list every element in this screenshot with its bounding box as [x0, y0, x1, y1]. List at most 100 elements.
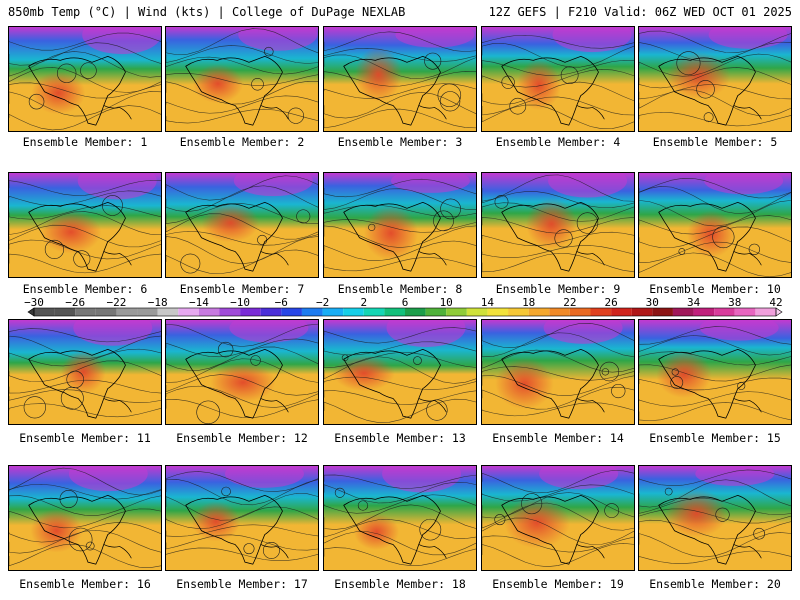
colorbar-tick-label: −22 [106, 296, 126, 309]
height-contour [9, 348, 161, 367]
height-contour [9, 403, 161, 418]
closed-contour [753, 527, 765, 540]
height-contour [324, 108, 476, 129]
height-contour [324, 547, 476, 566]
height-contour [639, 364, 791, 382]
colorbar-frame [33, 307, 777, 317]
colorbar-cell [508, 308, 529, 316]
colorbar-tick-label: −18 [148, 296, 168, 309]
closed-contour [737, 381, 746, 390]
height-contour [639, 469, 791, 487]
closed-contour [341, 354, 349, 362]
ensemble-member-caption: Ensemble Member: 20 [649, 577, 781, 591]
colorbar-cell [425, 308, 447, 316]
height-contour [639, 53, 791, 77]
colorbar-tick-label: 38 [728, 296, 741, 309]
height-contour [324, 481, 476, 504]
height-contour [9, 51, 161, 78]
ensemble-member-map [165, 26, 319, 132]
closed-contour [80, 62, 97, 79]
closed-contour [85, 541, 95, 551]
closed-contour [44, 239, 65, 259]
closed-contour [73, 250, 91, 268]
warm-core [525, 198, 578, 250]
map-title: 850mb Temp (°C) | Wind (kts) | College o… [8, 5, 406, 19]
height-contour [482, 202, 634, 222]
height-contour [324, 71, 476, 87]
height-contour [9, 495, 161, 516]
north-america-coastline [185, 495, 283, 565]
colorbar-tick-label: 14 [481, 296, 495, 309]
ensemble-member-caption: Ensemble Member: 2 [179, 135, 305, 149]
temperature-colorbar: −30 −26 −22 −18 −14 −10 −6 −2 2 6 10 14 18 22 26 30 34 38… [24, 296, 783, 317]
height-contour [482, 349, 634, 373]
height-contour [9, 190, 161, 206]
closed-contour [748, 243, 761, 255]
polar-lobe [539, 466, 619, 490]
north-america-coastline [28, 495, 126, 565]
closed-contour [262, 542, 280, 559]
height-contour [482, 387, 634, 410]
height-contour [639, 326, 791, 345]
colorbar-tick-label: −6 [275, 296, 288, 309]
colorbar-tick-label: −30 [24, 296, 44, 309]
colorbar-cell [631, 308, 653, 316]
height-contour [324, 356, 476, 384]
colorbar-tick-label: −26 [65, 296, 85, 309]
closed-contour [102, 195, 123, 216]
colorbar-cell [116, 308, 138, 316]
gulf-caribbean-coastline [576, 105, 605, 120]
ensemble-member-caption: Ensemble Member: 5 [652, 135, 778, 149]
height-contour [639, 41, 791, 62]
height-contour [166, 175, 318, 201]
ensemble-member-map [323, 319, 477, 425]
ensemble-member-caption: Ensemble Member: 10 [649, 282, 781, 296]
ensemble-member-map [8, 172, 162, 278]
closed-contour [696, 80, 715, 99]
height-contour [9, 360, 161, 382]
height-contour [482, 470, 634, 494]
colorbar-tick-label: 26 [604, 296, 617, 309]
height-contour [9, 211, 161, 235]
height-contour [482, 366, 634, 381]
height-contour [482, 174, 634, 202]
colorbar-cell [446, 308, 467, 316]
colorbar-tick-label: 22 [563, 296, 576, 309]
height-contour [482, 231, 634, 247]
ensemble-member-caption: Ensemble Member: 17 [176, 577, 308, 591]
closed-contour [715, 507, 730, 522]
colorbar-cell [569, 308, 591, 316]
colorbar-cell [528, 308, 550, 316]
height-contour [166, 524, 318, 537]
north-america-coastline [658, 202, 756, 272]
height-contour [9, 67, 161, 93]
height-contour [639, 226, 791, 249]
gulf-caribbean-coastline [260, 251, 289, 266]
closed-contour [437, 83, 462, 107]
height-contour [482, 543, 634, 567]
polar-lobe [382, 466, 462, 493]
north-america-coastline [185, 349, 283, 419]
gulf-caribbean-coastline [103, 544, 132, 559]
height-contour [639, 508, 791, 524]
height-contour [482, 60, 634, 76]
height-contour [639, 215, 791, 235]
polar-lobe [233, 173, 313, 197]
height-contour [639, 402, 791, 422]
polar-lobe [224, 466, 304, 488]
height-contour [639, 84, 791, 100]
closed-contour [599, 361, 620, 382]
north-america-coastline [343, 495, 441, 565]
height-contour [482, 34, 634, 49]
height-contour [166, 73, 318, 86]
warm-core [495, 357, 554, 410]
colorbar-tick-label: 34 [687, 296, 701, 309]
height-contour [482, 191, 634, 208]
polar-lobe [699, 320, 779, 341]
height-contour [482, 517, 634, 545]
height-contour [166, 213, 318, 240]
north-america-coastline [501, 349, 599, 419]
height-contour [166, 338, 318, 358]
height-contour [482, 217, 634, 234]
closed-contour [357, 500, 369, 511]
